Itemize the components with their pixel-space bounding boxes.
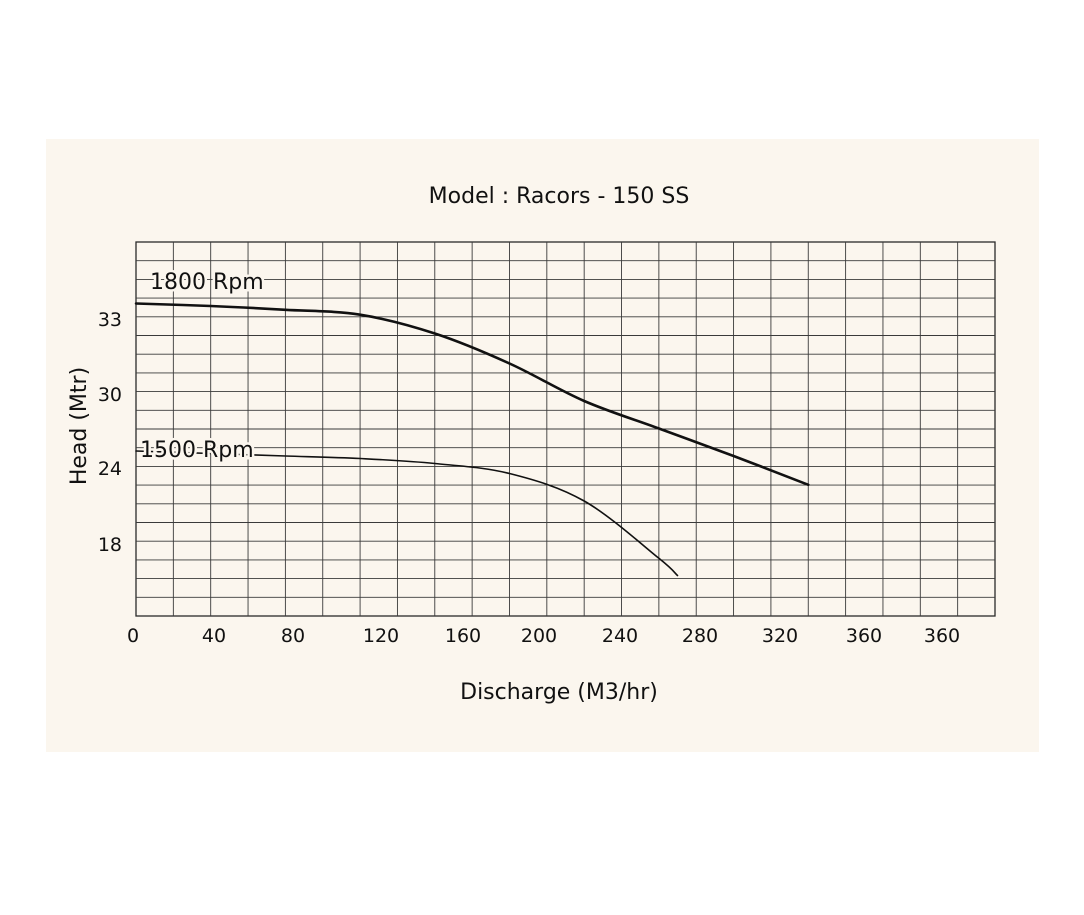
x-tick-label: 120 xyxy=(363,625,399,647)
series-label-1800-rpm: 1800 Rpm xyxy=(150,270,264,295)
chart-svg: Model : Racors - 150 SS 1800 Rpm 1500 Rpm… xyxy=(67,184,996,705)
x-tick-label: 320 xyxy=(762,625,798,647)
series-line-1800-rpm xyxy=(134,302,810,487)
y-tick-labels: 33 30 24 18 xyxy=(98,309,122,556)
chart-title: Model : Racors - 150 SS xyxy=(429,184,690,209)
x-tick-label: 360 xyxy=(924,625,960,647)
series-label-1500-rpm: 1500 Rpm xyxy=(140,438,254,463)
x-tick-label: 280 xyxy=(682,625,718,647)
x-tick-label: 0 xyxy=(127,625,139,647)
chart-panel: Model : Racors - 150 SS 1800 Rpm 1500 Rpm… xyxy=(46,139,1039,752)
x-tick-label: 240 xyxy=(602,625,638,647)
y-tick-label: 33 xyxy=(98,309,122,331)
y-tick-label: 30 xyxy=(98,384,122,406)
y-tick-label: 18 xyxy=(98,534,122,556)
x-tick-labels: 0 40 80 120 160 200 240 280 320 360 360 xyxy=(127,625,960,647)
y-tick-label: 24 xyxy=(98,458,122,480)
grid xyxy=(135,241,996,617)
x-tick-label: 200 xyxy=(521,625,557,647)
y-axis-label: Head (Mtr) xyxy=(67,367,92,485)
x-axis-label: Discharge (M3/hr) xyxy=(460,680,658,705)
x-tick-label: 160 xyxy=(445,625,481,647)
x-tick-label: 360 xyxy=(846,625,882,647)
series-group: 1800 Rpm 1500 Rpm xyxy=(134,268,810,577)
x-tick-label: 80 xyxy=(281,625,305,647)
x-tick-label: 40 xyxy=(202,625,226,647)
series-line-1500-rpm xyxy=(135,450,679,577)
